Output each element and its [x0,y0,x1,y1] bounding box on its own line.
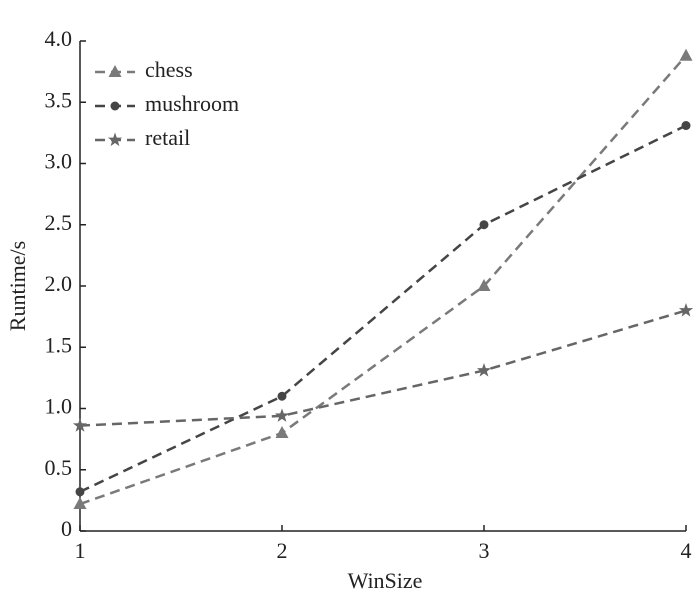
point [678,303,694,317]
y-tick-label: 1.0 [45,394,73,419]
y-tick-label: 3.5 [45,87,73,112]
y-tick-label: 0 [61,516,72,541]
point [72,418,88,432]
legend-marker [110,101,120,111]
x-tick-label: 2 [277,538,288,563]
point [477,279,491,291]
y-tick-label: 1.5 [45,332,73,357]
point [274,408,290,422]
y-tick-label: 4.0 [45,26,73,51]
y-axis-label: Runtime/s [5,241,30,331]
point [73,497,87,510]
legend-label: chess [145,57,193,82]
point [479,220,489,230]
x-tick-label: 4 [681,538,692,563]
point [476,363,492,377]
point [679,48,693,61]
point [275,426,289,438]
point [681,121,691,131]
x-axis-label: WinSize [348,568,423,593]
legend-label: mushroom [145,91,239,116]
legend-label: retail [145,125,190,150]
y-tick-label: 0.5 [45,455,73,480]
series-line [79,124,687,493]
legend-marker [107,132,123,147]
legend-marker [108,65,122,77]
x-tick-label: 1 [75,538,86,563]
x-tick-label: 3 [479,538,490,563]
point [75,487,85,497]
point [277,391,287,401]
series-line [79,54,687,506]
y-tick-label: 2.0 [45,271,73,296]
y-tick-label: 3.0 [45,149,73,174]
y-tick-label: 2.5 [45,210,73,235]
series-line [79,309,687,427]
